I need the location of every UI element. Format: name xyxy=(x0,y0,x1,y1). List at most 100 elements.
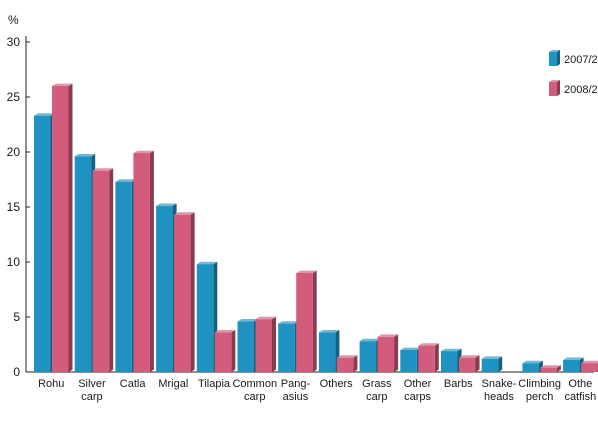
x-tick-label-line: Mrigal xyxy=(158,378,188,390)
legend-label: 2008/20 xyxy=(564,84,598,96)
y-tick-label: 0 xyxy=(13,365,20,379)
bar-side xyxy=(150,151,154,372)
bar-series-2 xyxy=(174,212,195,372)
bar-front xyxy=(319,332,336,372)
bar-series-2 xyxy=(337,355,358,372)
bar-series-1 xyxy=(319,330,340,372)
bar-front xyxy=(156,206,173,372)
bar-series-1 xyxy=(563,358,584,373)
legend-swatch xyxy=(549,52,557,66)
bar-series-2 xyxy=(93,168,114,372)
bar-front xyxy=(133,153,150,372)
x-tick-label-line: Common xyxy=(232,378,277,390)
bar-front xyxy=(482,359,499,372)
x-tick-label: Rohu xyxy=(38,378,64,390)
y-unit-label: % xyxy=(8,13,19,27)
bar-side xyxy=(313,271,317,372)
bar-front xyxy=(522,363,539,372)
bar-series-1 xyxy=(360,339,381,372)
x-tick-label: Others xyxy=(320,378,354,390)
x-tick-label-line: Grass xyxy=(362,378,392,390)
legend-label: 2007/20 xyxy=(564,54,598,66)
y-tick-label: 5 xyxy=(13,310,20,324)
bar-side xyxy=(435,343,439,372)
bar-front xyxy=(93,171,110,372)
x-tick-label-line: carp xyxy=(366,391,387,403)
bar-front xyxy=(215,332,232,372)
y-tick-label: 30 xyxy=(7,35,21,49)
bar-series-1 xyxy=(522,361,543,372)
bar-top xyxy=(581,361,598,363)
bar-series-1 xyxy=(197,262,218,372)
bar-series-2 xyxy=(296,271,317,372)
bar-series-2 xyxy=(256,317,277,372)
bar-series-2 xyxy=(378,334,399,372)
x-tick-label-line: Snake- xyxy=(482,378,517,390)
bar-front xyxy=(115,182,131,372)
legend: 2007/20 2008/20 xyxy=(549,50,598,96)
x-tick-label-line: Climbing xyxy=(518,378,561,390)
bar-front xyxy=(174,215,191,372)
bar-front xyxy=(378,337,395,372)
bar-series-2 xyxy=(459,355,480,372)
bar-side xyxy=(231,330,235,372)
bar-series-1 xyxy=(115,179,135,372)
bar-front xyxy=(563,360,580,372)
bar-front xyxy=(581,363,598,372)
bar-front xyxy=(459,358,476,372)
x-tick-label-line: perch xyxy=(526,391,554,403)
x-tick-label: Pang-asius xyxy=(281,378,311,403)
bar-front xyxy=(256,319,273,372)
x-tick-label-line: Catla xyxy=(120,378,147,390)
bar-series-1 xyxy=(482,356,503,372)
x-tick-label-line: carp xyxy=(81,391,102,403)
bar-front xyxy=(278,324,295,372)
x-tick-label-line: heads xyxy=(484,391,514,403)
bar-side xyxy=(353,355,357,372)
bar-series-1 xyxy=(278,321,299,372)
bar-front xyxy=(400,350,417,372)
x-tick-label: Tilapia xyxy=(198,378,231,390)
x-tick-label-line: Rohu xyxy=(38,378,64,390)
x-tick-label-line: catfish xyxy=(564,391,596,403)
x-tick-label-line: carp xyxy=(244,391,265,403)
bar-series-1 xyxy=(156,204,177,373)
x-tick-label: Mrigal xyxy=(158,378,188,390)
bar-front xyxy=(34,116,51,372)
legend-swatch-side xyxy=(557,50,560,66)
bar-front xyxy=(238,321,255,372)
x-tick-label-line: carps xyxy=(404,391,431,403)
x-tick-label-line: asius xyxy=(283,391,309,403)
x-tick-label-line: Othe xyxy=(568,378,592,390)
x-tick-label-line: Others xyxy=(320,378,354,390)
legend-swatch-side xyxy=(557,80,560,96)
bar-side xyxy=(272,317,276,372)
legend-swatch xyxy=(549,82,557,96)
x-tick-label: Snake-heads xyxy=(482,378,517,403)
bar-series-2 xyxy=(52,84,73,372)
legend-item: 2007/20 xyxy=(549,50,598,66)
bar-front xyxy=(75,156,92,372)
bar-series-2 xyxy=(215,330,236,372)
bar-series-1 xyxy=(400,348,421,372)
legend-item: 2008/20 xyxy=(549,80,598,96)
bar-side xyxy=(394,334,398,372)
x-tick-label-line: Tilapia xyxy=(198,378,231,390)
bar-side xyxy=(191,212,195,372)
bar-series-1 xyxy=(441,349,462,372)
bar-front xyxy=(197,264,214,372)
bar-front xyxy=(52,86,69,372)
bar-front xyxy=(418,346,435,372)
bars xyxy=(34,84,598,372)
bar-series-1 xyxy=(238,319,259,372)
x-tick-label: Barbs xyxy=(444,378,473,390)
